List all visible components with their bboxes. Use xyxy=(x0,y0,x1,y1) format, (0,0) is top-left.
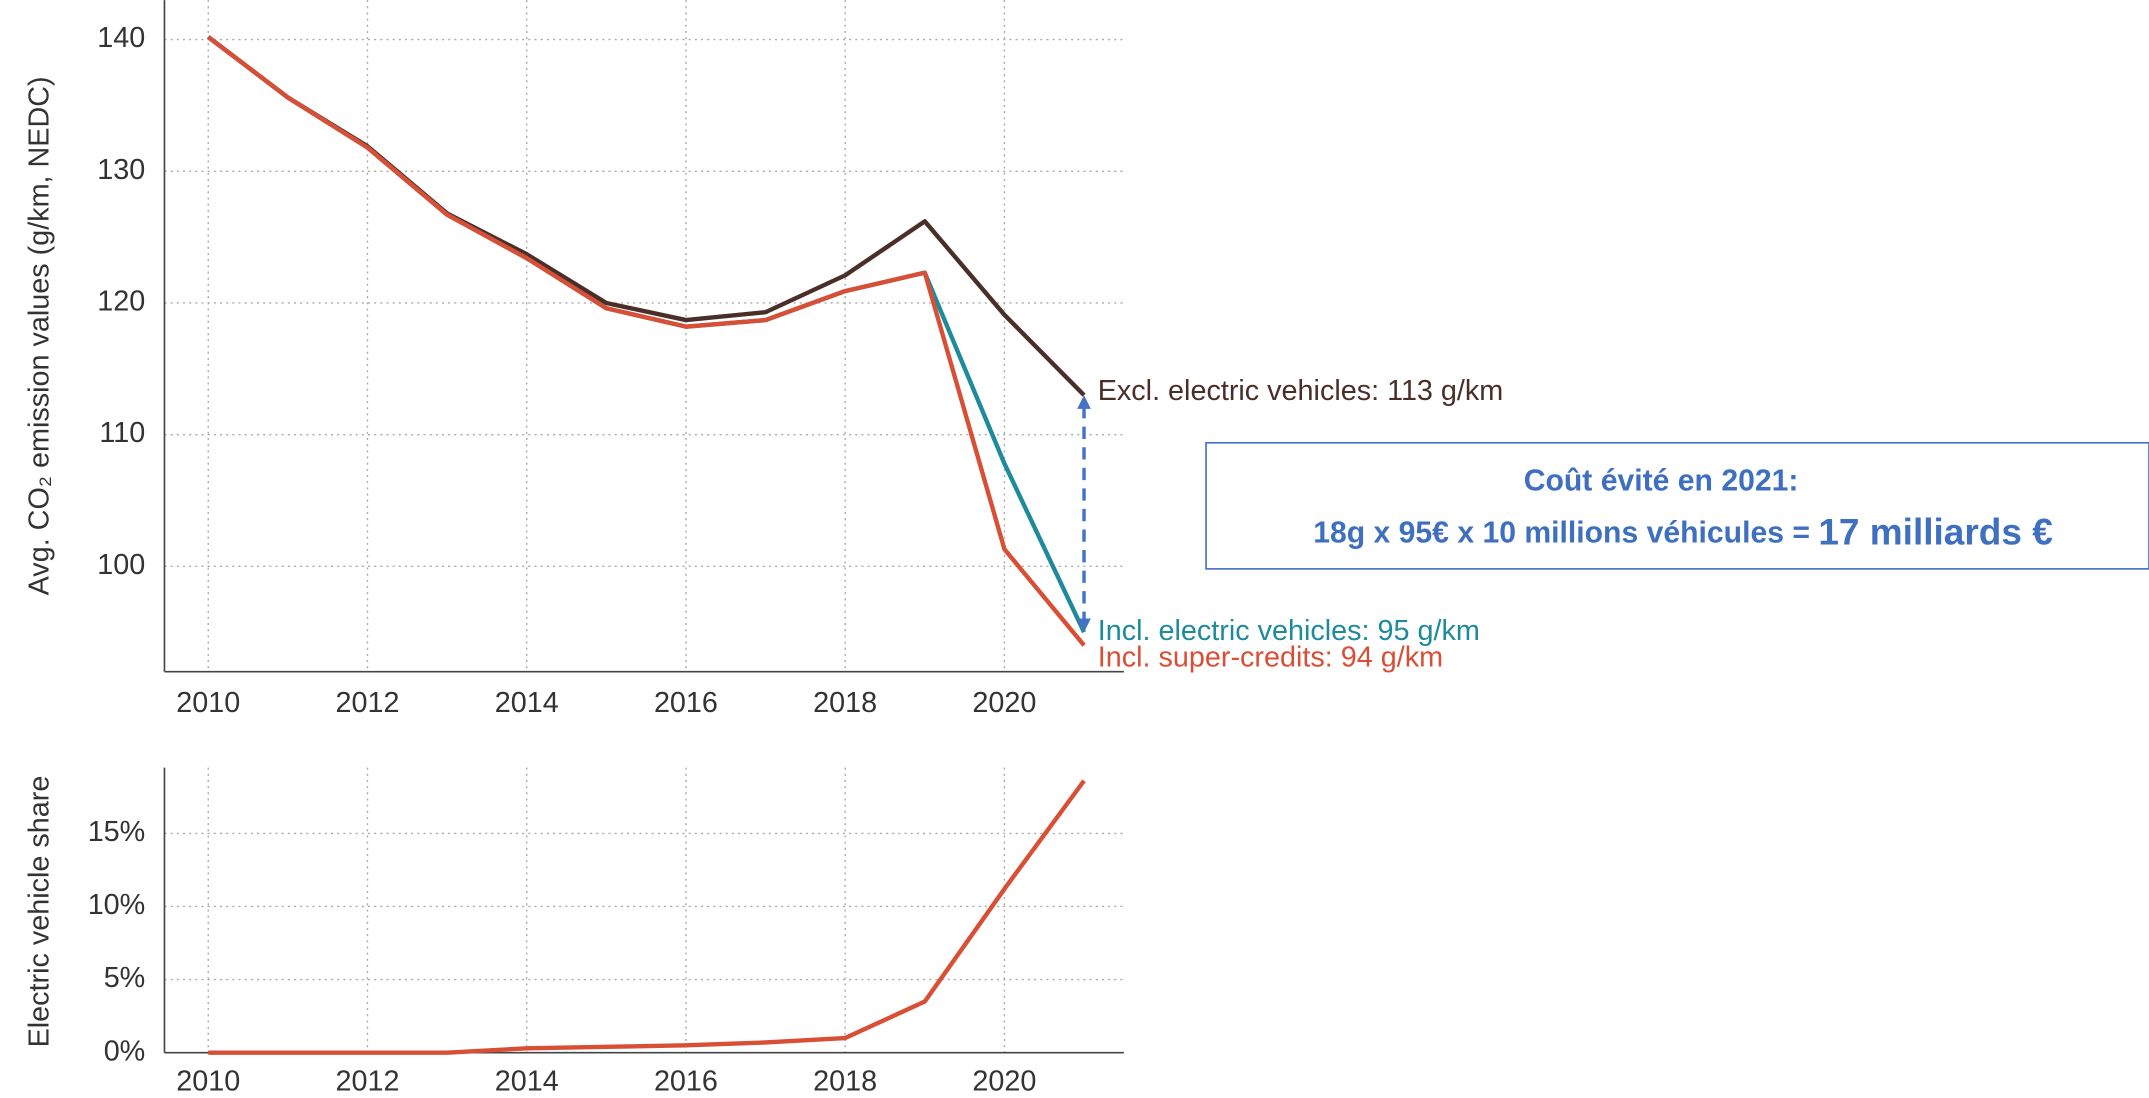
x-tick-label: 2016 xyxy=(654,687,718,719)
x-tick-label: 2016 xyxy=(654,1065,718,1097)
series-line xyxy=(206,35,1086,647)
x-tick-label: 2010 xyxy=(176,1065,240,1097)
series-label: Incl. electric vehicles: 95 g/km xyxy=(1098,615,1480,647)
y-tick-label: 15% xyxy=(88,816,146,848)
y-tick-label: 110 xyxy=(99,417,145,449)
x-tick-label: 2014 xyxy=(495,1065,559,1097)
x-tick-label: 2012 xyxy=(335,1065,399,1097)
series-line xyxy=(208,779,1086,1055)
y-tick-label: 10% xyxy=(88,889,146,921)
panel: 100 110 120 130 140 2010 2012 2014 2016 2018 2020 A… xyxy=(24,0,1504,719)
series-label: Excl. electric vehicles: 113 g/km xyxy=(1098,375,1504,407)
x-tick-label: 2012 xyxy=(335,687,399,719)
x-tick-label: 2018 xyxy=(813,1065,877,1097)
annotation-title: Coût évité en 2021: xyxy=(1524,464,1799,497)
y-axis-title: Avg. CO₂ emission values (g/km, NEDC) xyxy=(24,76,56,595)
x-tick-label: 2020 xyxy=(972,1065,1036,1097)
y-tick-label: 140 xyxy=(97,22,145,54)
x-tick-label: 2010 xyxy=(176,687,240,719)
x-tick-label: 2014 xyxy=(495,687,559,719)
annotation-text: 18g x 95€ x 10 millions véhicules = 17 m… xyxy=(1313,511,2053,552)
y-tick-label: 120 xyxy=(97,286,145,318)
panel: 0% 5% 10% 15% 2010 2012 2014 2016 2018 2020 Electr… xyxy=(24,767,1124,1097)
x-tick-label: 2020 xyxy=(972,687,1036,719)
arrow-head xyxy=(1077,395,1091,409)
y-axis-title: Electric vehicle share xyxy=(24,776,56,1048)
y-tick-label: 0% xyxy=(104,1035,146,1067)
x-tick-label: 2018 xyxy=(813,687,877,719)
y-tick-label: 130 xyxy=(97,154,145,186)
annotation-highlight: 17 milliards € xyxy=(1818,511,2052,552)
y-tick-label: 100 xyxy=(97,549,145,581)
y-tick-label: 5% xyxy=(104,962,146,994)
annotation-box xyxy=(1205,441,2149,570)
annotation-body: 18g x 95€ x 10 millions véhicules = xyxy=(1313,517,1818,550)
series-label: Incl. super-credits: 94 g/km xyxy=(1098,642,1443,674)
arrow-head xyxy=(1077,618,1091,633)
series-line xyxy=(206,35,1087,634)
